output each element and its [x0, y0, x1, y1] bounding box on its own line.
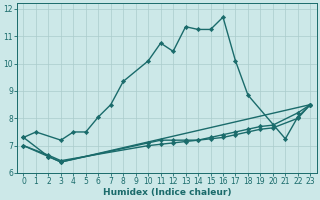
- X-axis label: Humidex (Indice chaleur): Humidex (Indice chaleur): [103, 188, 231, 197]
